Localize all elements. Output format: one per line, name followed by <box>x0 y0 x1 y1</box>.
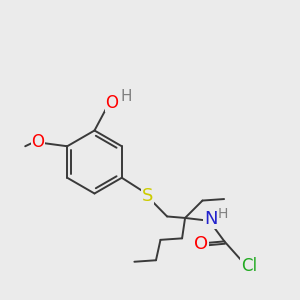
Text: O: O <box>32 133 45 151</box>
Text: H: H <box>120 89 132 104</box>
Text: S: S <box>142 187 153 205</box>
Text: O: O <box>194 235 208 253</box>
Text: Cl: Cl <box>241 257 257 275</box>
Text: O: O <box>105 94 119 112</box>
Text: H: H <box>218 207 228 221</box>
Text: N: N <box>204 210 218 228</box>
